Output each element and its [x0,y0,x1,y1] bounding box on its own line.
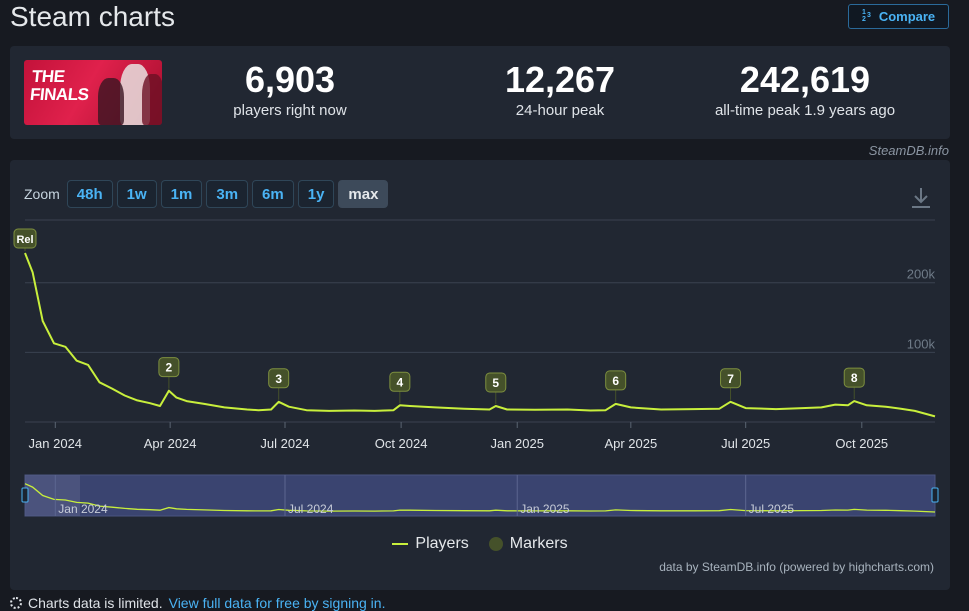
download-icon[interactable] [910,186,932,210]
stat-all-time-peak: 242,619 all-time peak 1.9 years ago [700,59,910,120]
stat-value: 6,903 [244,59,336,100]
sign-in-link[interactable]: View full data for free by signing in. [168,595,386,611]
svg-text:2: 2 [862,16,866,22]
page-title: Steam charts [10,1,175,32]
navigator-shade [25,475,80,516]
zoom-max-button[interactable]: max [338,180,389,208]
event-marker-label: 3 [275,372,282,386]
event-marker-label: 2 [166,361,173,375]
zoom-controls: Zoom 48h 1w 1m 3m 6m 1y max [24,180,389,208]
data-limited-note: Charts data is limited. View full data f… [10,595,385,611]
chart-panel: Zoom 48h 1w 1m 3m 6m 1y max 100k 200k Jan … [10,160,950,590]
y-tick-label: 100k [907,336,936,351]
event-marker-label: 4 [397,375,404,389]
event-marker [720,368,742,389]
zoom-48h-button[interactable]: 48h [66,180,113,208]
legend-label-markers: Markers [509,535,568,552]
navigator-handle[interactable] [931,487,939,503]
stat-label: all-time peak 1.9 years ago [714,102,896,119]
chart-credits[interactable]: data by SteamDB.info (powered by highcha… [659,560,934,574]
stat-value: 12,267 [504,59,616,100]
steamdb-attribution[interactable]: SteamDB.info [868,143,949,158]
navigator-series-line [24,483,936,513]
info-icon [10,597,22,609]
event-marker-label: Rel [16,234,33,246]
note-text: Charts data is limited. [28,595,163,611]
stat-value: 242,619 [739,59,871,100]
stats-panel: THE FINALS 6,903 players right now 12,26… [10,46,950,139]
svg-text:3: 3 [867,12,871,19]
x-tick-label: Oct 2024 [375,436,428,451]
navigator-tick-label: Jul 2024 [288,502,334,516]
x-tick-label: Jul 2024 [260,436,309,451]
event-marker-label: 6 [612,374,619,388]
navigator-handle[interactable] [21,487,29,503]
event-marker [605,370,627,391]
zoom-1w-button[interactable]: 1w [116,180,157,208]
legend-item-markers[interactable]: Markers [488,535,568,553]
event-marker [158,357,180,378]
zoom-label: Zoom [24,186,60,202]
zoom-6m-button[interactable]: 6m [252,180,294,208]
player-count-chart: 100k 200k Jan 2024 Apr 2024 Jul 2024 Oct 2024… [13,219,939,517]
event-marker [268,368,290,389]
stat-players-now: 6,903 players right now [210,59,370,120]
navigator-tick-label: Jan 2024 [58,502,108,516]
event-marker [485,372,507,393]
event-marker-label: 8 [851,371,858,385]
x-tick-label: Oct 2025 [835,436,888,451]
compare-label: Compare [878,9,936,24]
logo-text: THE FINALS [29,67,90,104]
legend-label-players: Players [415,535,469,552]
logo-figure [142,74,162,125]
zoom-1y-button[interactable]: 1y [297,180,335,208]
legend-item-players[interactable]: Players [392,535,469,553]
zoom-1m-button[interactable]: 1m [160,180,203,208]
zoom-3m-button[interactable]: 3m [206,180,249,208]
compare-button[interactable]: 1 3 2 Compare [848,4,949,29]
event-marker [843,367,865,388]
game-logo[interactable]: THE FINALS [24,60,162,125]
stat-label: 24-hour peak [515,102,605,119]
logo-figure [98,78,124,125]
legend-line-swatch [392,543,409,545]
x-tick-label: Jan 2025 [490,436,544,451]
compare-icon: 1 3 2 [862,8,874,25]
x-tick-label: Jul 2025 [721,436,770,451]
x-tick-label: Jan 2024 [29,436,83,451]
stat-24h-peak: 12,267 24-hour peak [480,59,640,120]
series-line-players [24,252,936,418]
svg-text:1: 1 [862,9,866,16]
x-tick-label: Apr 2024 [144,436,197,451]
y-tick-label: 200k [907,267,936,282]
event-marker-label: 5 [492,376,499,390]
stat-label: players right now [233,102,347,119]
x-tick-label: Apr 2025 [604,436,657,451]
chart-legend: Players Markers [10,535,950,553]
event-marker [389,371,411,392]
navigator-tick-label: Jul 2025 [749,502,795,516]
legend-dot-swatch [488,537,503,551]
navigator-tick-label: Jan 2025 [520,502,570,516]
event-marker [13,228,37,249]
event-marker-label: 7 [727,372,734,386]
